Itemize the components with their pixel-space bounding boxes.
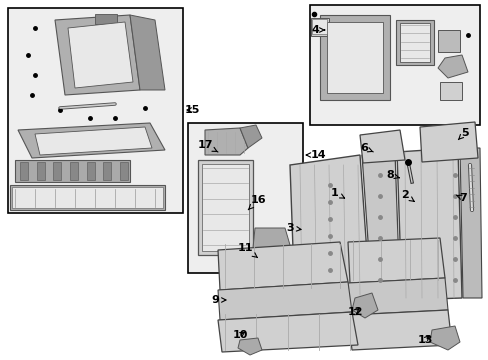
Polygon shape [130,15,164,90]
Bar [437,30,459,52]
Polygon shape [459,148,481,298]
Bar [319,15,389,100]
Bar [439,82,461,100]
Polygon shape [35,127,152,155]
Polygon shape [429,326,459,350]
Polygon shape [240,125,262,148]
Bar [187,123,303,273]
Bar [70,162,78,180]
Polygon shape [218,242,347,290]
Bar [15,160,130,182]
Bar [395,20,433,65]
Polygon shape [396,148,461,300]
Text: 13: 13 [416,335,432,345]
Polygon shape [347,238,444,283]
Text: 15: 15 [184,105,199,115]
Bar [120,162,128,180]
Polygon shape [218,282,351,320]
Text: 2: 2 [400,190,413,202]
Text: 7: 7 [455,193,466,203]
Text: 4: 4 [310,25,324,35]
Bar [53,162,61,180]
Polygon shape [347,310,451,350]
Text: 6: 6 [359,143,372,153]
Bar [95,14,117,24]
Bar [326,22,382,93]
Text: 11: 11 [237,243,257,257]
Polygon shape [437,55,467,78]
Polygon shape [351,293,377,318]
Bar [37,162,44,180]
Text: 10: 10 [232,330,247,340]
Polygon shape [347,278,447,315]
Polygon shape [238,338,262,355]
Polygon shape [18,123,164,158]
Bar [309,5,479,125]
Text: 14: 14 [305,150,325,160]
Polygon shape [68,22,133,88]
Bar [12,187,163,208]
Bar [20,162,28,180]
Text: 5: 5 [457,128,468,140]
Polygon shape [55,15,140,95]
Bar [399,23,429,62]
Polygon shape [359,130,404,163]
Bar [202,164,248,251]
Text: 12: 12 [346,307,362,317]
Polygon shape [419,122,477,162]
Bar [10,185,164,210]
Bar [86,162,95,180]
Polygon shape [252,228,289,258]
Text: 3: 3 [285,223,301,233]
Text: 17: 17 [197,140,218,152]
Polygon shape [218,312,357,352]
Text: 1: 1 [330,188,344,198]
Text: 9: 9 [211,295,225,305]
Bar [103,162,111,180]
Bar [198,160,252,255]
Polygon shape [204,128,247,155]
Bar [310,18,328,36]
Text: 8: 8 [386,170,399,180]
Bar [8,8,183,213]
Bar [311,19,326,34]
Polygon shape [361,152,399,298]
Text: 16: 16 [248,195,265,210]
Polygon shape [289,155,369,305]
